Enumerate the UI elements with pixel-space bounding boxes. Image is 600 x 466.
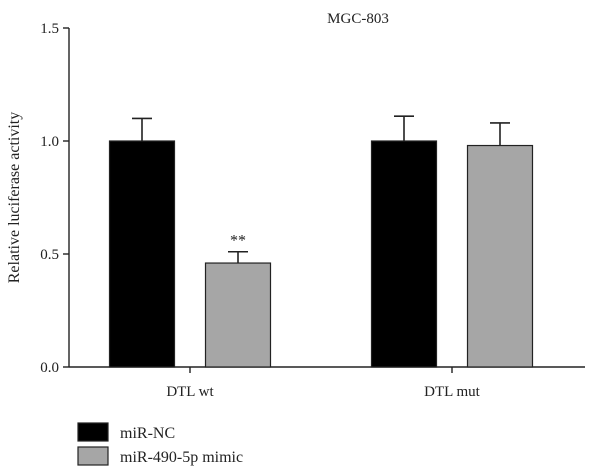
chart-title: MGC-803 xyxy=(327,11,389,27)
x-tick-label: DTL mut xyxy=(424,384,481,400)
y-tick-label: 0.5 xyxy=(40,247,59,263)
legend: miR-NC miR-490-5p mimic xyxy=(77,422,243,466)
legend-label: miR-NC xyxy=(120,425,175,442)
y-tick-label: 1.5 xyxy=(40,21,59,37)
y-tick-label: 1.0 xyxy=(40,134,59,150)
bar xyxy=(370,140,438,368)
significance-annotation: ** xyxy=(230,233,246,250)
legend-label: miR-490-5p mimic xyxy=(120,449,243,466)
plot-area: 0.0 0.5 1.0 1.5 DTL wt DTL mut ** xyxy=(40,21,585,400)
y-axis-title: Relative luciferase activity xyxy=(6,112,23,283)
legend-swatch xyxy=(77,446,109,466)
y-tick-label: 0.0 xyxy=(40,360,59,376)
legend-swatch xyxy=(77,422,109,442)
bar xyxy=(466,144,534,368)
bar xyxy=(108,140,176,368)
bar xyxy=(204,262,272,368)
x-tick-label: DTL wt xyxy=(166,384,214,400)
